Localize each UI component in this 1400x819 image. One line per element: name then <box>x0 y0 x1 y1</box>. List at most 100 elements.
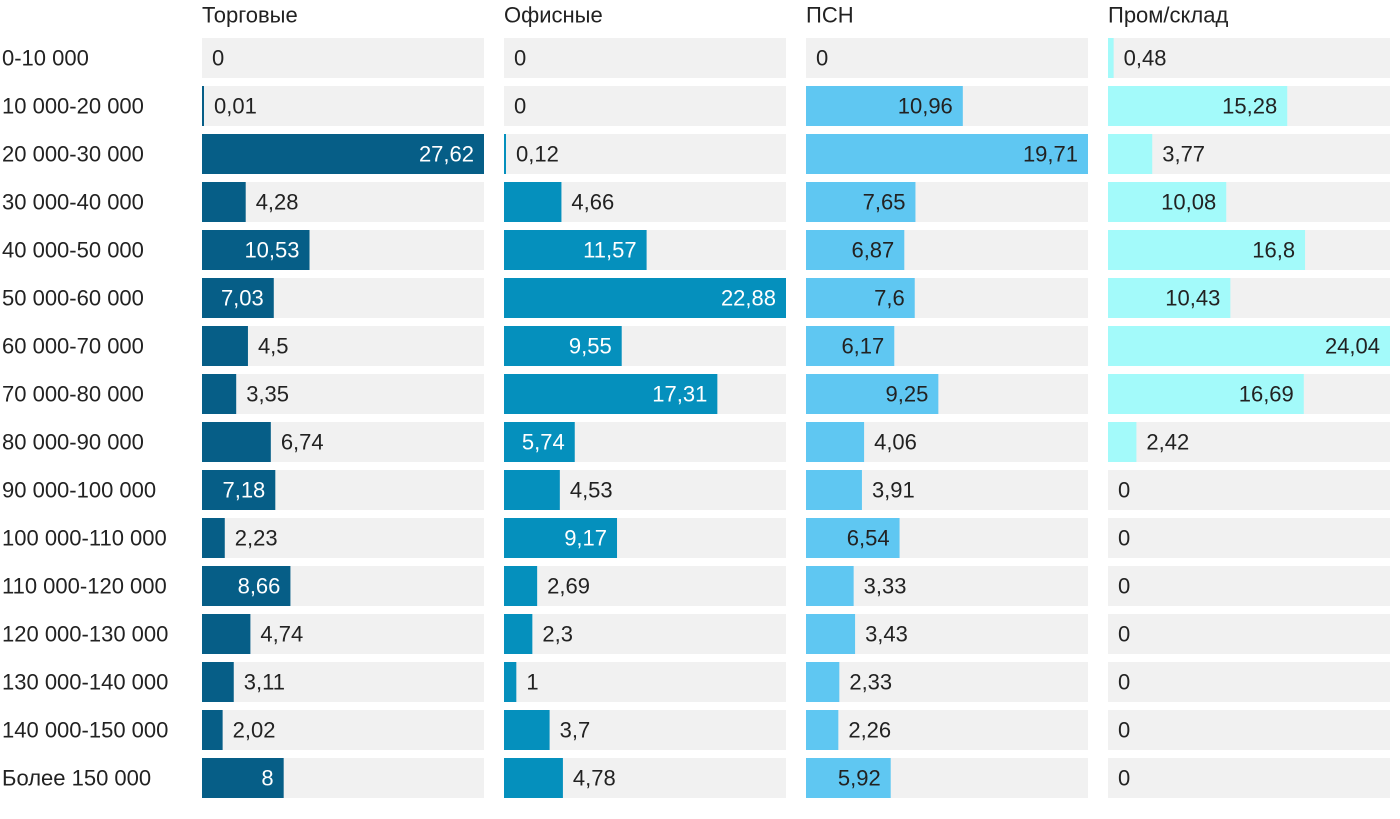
bar-2-7 <box>806 374 939 414</box>
bar-2-8 <box>806 422 865 462</box>
data-label-0-1: 0,01 <box>214 94 257 119</box>
bar-1-6 <box>504 326 622 366</box>
data-label-0-13: 3,11 <box>244 670 285 695</box>
bar-0-3 <box>202 182 246 222</box>
bar-2-12 <box>806 614 856 654</box>
bar-1-14 <box>504 710 550 750</box>
bar-1-9 <box>504 470 560 510</box>
bar-0-8 <box>202 422 271 462</box>
category-label-3: 30 000-40 000 <box>2 190 144 215</box>
panel-title-2: ПСН <box>806 3 854 28</box>
bar-track-3-8 <box>1108 422 1390 462</box>
bar-0-5 <box>202 278 274 318</box>
data-label-3-0: 0,48 <box>1124 46 1167 71</box>
category-label-0: 0-10 000 <box>2 46 89 71</box>
bar-0-9 <box>202 470 276 510</box>
bar-0-6 <box>202 326 248 366</box>
data-label-3-1: 15,28 <box>1222 94 1277 119</box>
bar-0-15 <box>202 758 284 798</box>
bar-track-1-1 <box>504 86 786 126</box>
data-label-0-11: 8,66 <box>238 574 281 599</box>
data-label-2-1: 10,96 <box>898 94 953 119</box>
data-label-2-7: 9,25 <box>886 382 929 407</box>
bar-3-5 <box>1108 278 1231 318</box>
data-label-2-13: 2,33 <box>849 670 892 695</box>
bar-track-3-11 <box>1108 566 1390 606</box>
data-label-1-14: 3,7 <box>560 718 591 743</box>
data-label-3-5: 10,43 <box>1165 286 1220 311</box>
data-label-0-14: 2,02 <box>233 718 276 743</box>
panel-title-1: Офисные <box>504 3 603 28</box>
data-label-0-12: 4,74 <box>260 622 303 647</box>
data-label-0-0: 0 <box>212 46 224 71</box>
bar-track-0-3 <box>202 182 484 222</box>
data-label-0-8: 6,74 <box>281 430 324 455</box>
bar-2-5 <box>806 278 915 318</box>
bar-track-2-14 <box>806 710 1088 750</box>
bar-track-0-1 <box>202 86 484 126</box>
data-label-3-15: 0 <box>1118 766 1130 791</box>
category-label-10: 100 000-110 000 <box>2 526 167 551</box>
data-label-2-9: 3,91 <box>872 478 915 503</box>
bar-2-1 <box>806 86 963 126</box>
bar-track-1-13 <box>504 662 786 702</box>
bar-1-11 <box>504 566 538 606</box>
data-label-3-12: 0 <box>1118 622 1130 647</box>
bar-track-3-10 <box>1108 518 1390 558</box>
bar-track-0-0 <box>202 38 484 78</box>
bar-3-6 <box>1108 326 1390 366</box>
bar-3-1 <box>1108 86 1288 126</box>
bar-1-13 <box>504 662 517 702</box>
bar-1-12 <box>504 614 533 654</box>
data-label-1-4: 11,57 <box>583 238 636 263</box>
bar-0-7 <box>202 374 237 414</box>
data-label-3-2: 3,77 <box>1162 142 1205 167</box>
bar-1-10 <box>504 518 618 558</box>
data-label-2-14: 2,26 <box>848 718 891 743</box>
data-label-0-6: 4,5 <box>258 334 289 359</box>
bar-1-3 <box>504 182 562 222</box>
data-label-1-6: 9,55 <box>569 334 612 359</box>
category-label-7: 70 000-80 000 <box>2 382 144 407</box>
bar-track-1-2 <box>504 134 786 174</box>
data-label-3-14: 0 <box>1118 718 1130 743</box>
bar-2-2 <box>806 134 1088 174</box>
bar-track-0-14 <box>202 710 484 750</box>
category-label-2: 20 000-30 000 <box>2 142 144 167</box>
data-label-2-3: 7,65 <box>863 190 906 215</box>
data-label-1-13: 1 <box>526 670 538 695</box>
bar-track-2-13 <box>806 662 1088 702</box>
data-label-1-8: 5,74 <box>522 430 565 455</box>
bar-1-5 <box>504 278 786 318</box>
data-label-2-4: 6,87 <box>851 238 894 263</box>
data-label-3-10: 0 <box>1118 526 1130 551</box>
data-label-1-9: 4,53 <box>570 478 613 503</box>
data-label-2-12: 3,43 <box>865 622 908 647</box>
category-label-15: Более 150 000 <box>2 766 151 791</box>
category-label-11: 110 000-120 000 <box>2 574 167 599</box>
bar-2-11 <box>806 566 854 606</box>
bar-track-3-14 <box>1108 710 1390 750</box>
data-label-1-12: 2,3 <box>542 622 573 647</box>
data-label-3-4: 16,8 <box>1252 238 1295 263</box>
data-label-0-3: 4,28 <box>256 190 299 215</box>
category-label-9: 90 000-100 000 <box>2 478 156 503</box>
bar-1-15 <box>504 758 563 798</box>
bar-0-10 <box>202 518 225 558</box>
bar-track-3-9 <box>1108 470 1390 510</box>
bar-3-3 <box>1108 182 1227 222</box>
data-label-3-11: 0 <box>1118 574 1130 599</box>
category-label-1: 10 000-20 000 <box>2 94 144 119</box>
data-label-0-5: 7,03 <box>221 286 264 311</box>
category-label-5: 50 000-60 000 <box>2 286 144 311</box>
bar-0-1 <box>202 86 204 126</box>
bar-1-2 <box>504 134 506 174</box>
bar-track-0-13 <box>202 662 484 702</box>
data-label-0-7: 3,35 <box>246 382 289 407</box>
data-label-3-13: 0 <box>1118 670 1130 695</box>
data-label-2-15: 5,92 <box>838 766 881 791</box>
category-label-12: 120 000-130 000 <box>2 622 168 647</box>
bar-2-4 <box>806 230 905 270</box>
